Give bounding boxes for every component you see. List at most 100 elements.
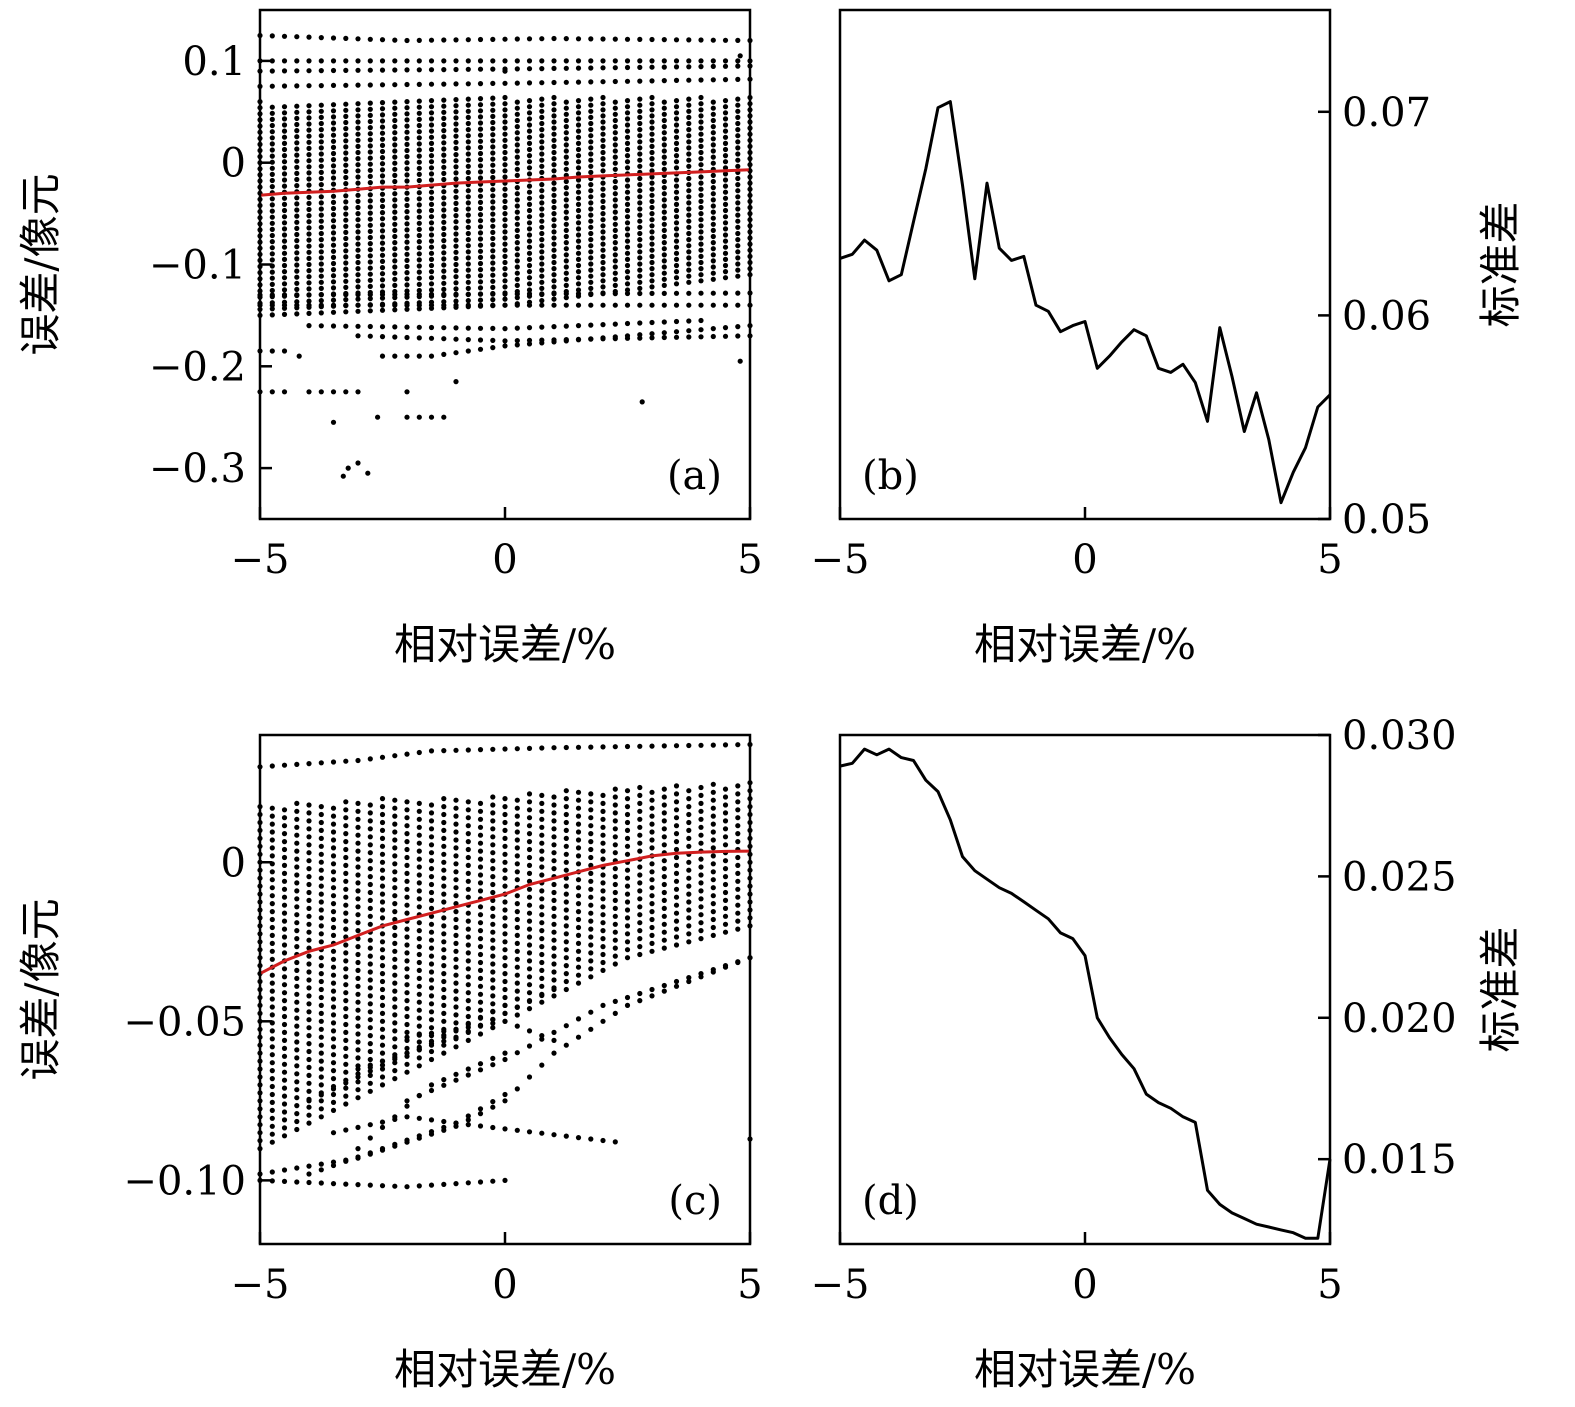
data-point	[710, 178, 716, 185]
data-point	[637, 120, 643, 127]
data-point	[600, 284, 606, 290]
data-point	[306, 1017, 312, 1023]
data-point	[404, 751, 410, 757]
data-point	[698, 840, 704, 846]
data-point	[686, 788, 692, 794]
data-point	[710, 77, 716, 83]
data-point	[343, 58, 349, 64]
data-point	[404, 81, 410, 88]
data-point	[281, 950, 288, 956]
data-point	[588, 114, 594, 120]
data-point	[502, 796, 508, 802]
data-point	[453, 188, 459, 194]
data-point	[710, 270, 716, 276]
data-point	[355, 101, 361, 107]
data-point	[526, 201, 533, 207]
data-point	[269, 1004, 275, 1010]
data-point	[502, 859, 508, 865]
data-point	[428, 1182, 435, 1188]
data-point	[539, 792, 545, 799]
data-point	[539, 936, 545, 942]
data-point	[686, 796, 692, 802]
data-point	[551, 818, 557, 824]
data-point	[673, 134, 680, 140]
x-axis-title: 相对误差/%	[394, 1345, 616, 1394]
data-point	[416, 1007, 422, 1013]
data-point	[281, 1006, 288, 1012]
data-point	[502, 68, 508, 74]
data-point	[281, 894, 288, 900]
data-point	[477, 856, 484, 862]
data-point	[661, 810, 667, 816]
data-point	[600, 808, 606, 815]
data-point	[269, 171, 275, 177]
data-point	[698, 278, 704, 284]
data-point	[588, 163, 594, 169]
data-point	[330, 181, 337, 187]
data-point	[465, 230, 471, 237]
data-point	[649, 119, 655, 125]
data-point	[465, 982, 471, 988]
data-point	[355, 880, 361, 886]
data-point	[649, 837, 655, 843]
data-point	[330, 1068, 337, 1074]
data-point	[416, 920, 422, 926]
data-point	[563, 843, 569, 849]
data-point	[355, 975, 361, 982]
data-point	[379, 334, 386, 340]
data-point	[367, 937, 373, 943]
data-point	[306, 255, 312, 261]
data-point	[477, 983, 484, 989]
data-point	[649, 805, 655, 811]
data-point	[318, 224, 324, 230]
data-point	[575, 744, 582, 750]
data-point	[526, 1028, 533, 1034]
data-point	[551, 291, 557, 297]
data-point	[367, 277, 373, 283]
data-point	[318, 83, 324, 89]
data-point	[698, 742, 704, 748]
data-point	[330, 309, 337, 315]
data-point	[367, 985, 373, 991]
data-point	[367, 826, 373, 832]
data-point	[502, 101, 508, 107]
data-point	[588, 846, 594, 853]
data-point	[416, 171, 422, 177]
data-point	[526, 862, 533, 869]
data-point	[404, 1069, 410, 1075]
data-point	[269, 141, 275, 147]
data-point	[490, 913, 496, 919]
data-point	[294, 238, 300, 244]
data-point	[686, 151, 692, 157]
data-point	[624, 907, 631, 913]
data-point	[453, 1034, 459, 1040]
data-point	[722, 140, 729, 146]
data-point	[624, 232, 631, 238]
data-point	[686, 975, 692, 981]
data-point	[330, 948, 337, 954]
data-point	[698, 872, 704, 878]
data-point	[722, 214, 729, 220]
data-point	[600, 107, 606, 113]
data-point	[330, 67, 337, 74]
data-point	[612, 209, 618, 215]
data-point	[735, 175, 741, 182]
data-point	[453, 1026, 459, 1032]
data-point	[281, 116, 288, 122]
y-tick-label: 0.05	[1342, 497, 1431, 543]
data-point	[539, 151, 545, 157]
data-point	[294, 967, 300, 974]
data-point	[637, 936, 643, 942]
data-point	[600, 137, 606, 143]
data-point	[673, 983, 680, 989]
data-point	[428, 189, 435, 195]
data-point	[441, 947, 447, 953]
data-point	[575, 980, 582, 986]
data-point	[539, 249, 545, 255]
data-point	[612, 221, 618, 227]
data-point	[551, 834, 557, 840]
data-point	[575, 287, 582, 293]
data-point	[318, 1114, 324, 1120]
data-point	[477, 325, 484, 331]
data-point	[296, 353, 302, 359]
